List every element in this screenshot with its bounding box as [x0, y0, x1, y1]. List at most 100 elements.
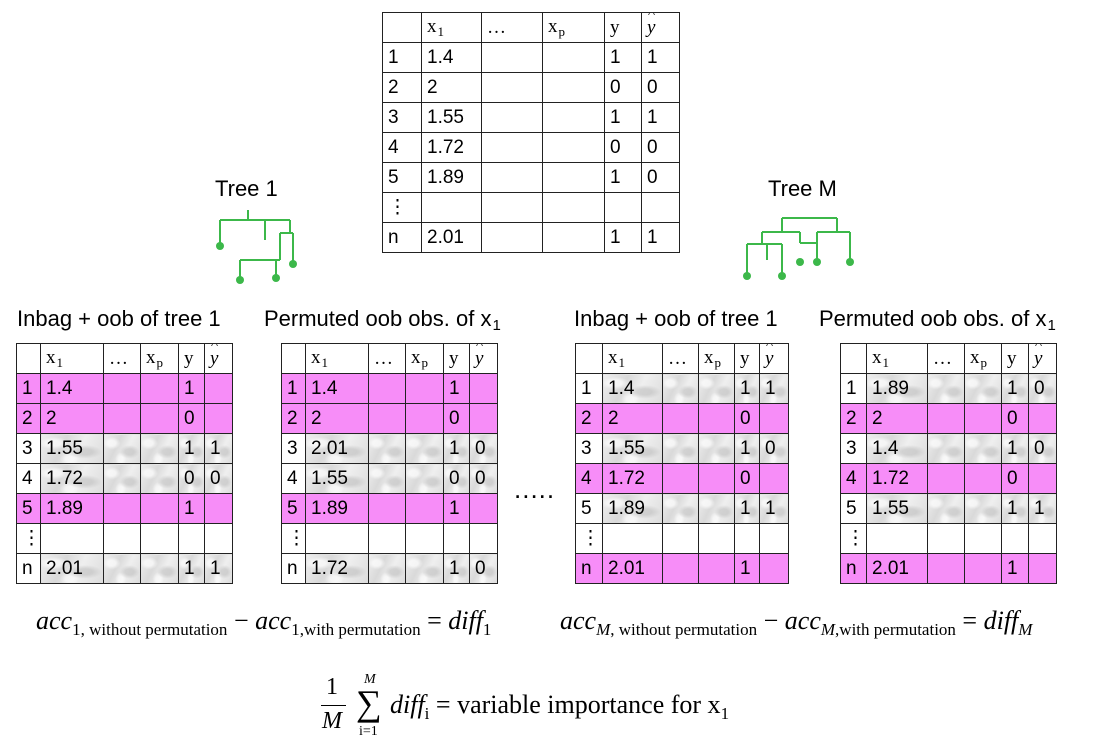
row-index-cell: n [16, 553, 41, 584]
table-cell [927, 463, 965, 494]
column-header-ellipsis: … [368, 343, 406, 374]
table-cell [698, 403, 735, 434]
table-cell: 0 [469, 463, 498, 494]
oob-row: 3 1.4 1 0 [840, 433, 1057, 464]
table-cell [662, 493, 699, 524]
table-cell: 0 [178, 463, 205, 494]
table-cell [469, 373, 498, 404]
column-header-index [16, 343, 41, 374]
tree-1-icon [216, 210, 297, 284]
table-cell [103, 373, 141, 404]
table-cell: 2 [305, 403, 369, 434]
table-cell [405, 463, 444, 494]
table-cell: 1 [759, 493, 789, 524]
permuted-table-tree-1: x1…xpyy11.4122032.011041.550051.891⋮n1.7… [281, 343, 498, 584]
row-index-cell: 4 [840, 463, 867, 494]
table-cell [602, 523, 663, 554]
table-cell: 1.72 [602, 463, 663, 494]
row-index-cell: 5 [840, 493, 867, 524]
table-cell: 1 [1001, 433, 1029, 464]
table-cell [662, 433, 699, 464]
column-header-index [840, 343, 867, 374]
column-header-x1: x1 [40, 343, 104, 374]
oob-row: 4 1.72 0 0 [16, 463, 233, 494]
table-cell [542, 102, 605, 133]
table-cell [759, 553, 789, 584]
column-header-yhat: y [1028, 343, 1057, 374]
caption-table-3: Inbag + oob of tree 1 [574, 306, 778, 331]
table-cell [481, 162, 543, 193]
table-cell [368, 433, 406, 464]
table-cell: 0 [604, 72, 642, 103]
table-cell [927, 433, 965, 464]
table-cell [405, 373, 444, 404]
inbag-row: 5 1.89 1 [16, 493, 233, 524]
table-cell [662, 553, 699, 584]
table-cell [368, 463, 406, 494]
sum-sigma: ∑ [356, 683, 382, 723]
header-row: x1…xpyy [382, 12, 680, 43]
table-cell: 0 [443, 463, 470, 494]
fraction-bar [321, 705, 346, 706]
row-index-cell: 3 [382, 102, 422, 133]
row-index-cell: 2 [840, 403, 867, 434]
column-header-y: y [604, 12, 642, 43]
table-cell [1001, 523, 1029, 554]
caption-table-1: Inbag + oob of tree 1 [17, 306, 221, 331]
table-cell [964, 463, 1002, 494]
row-index-cell: 5 [16, 493, 41, 524]
table-cell: 1 [604, 102, 642, 133]
table-cell: 1.4 [866, 433, 928, 464]
table-cell: 0 [1001, 403, 1029, 434]
table-cell: 1.89 [866, 373, 928, 404]
table-cell: 0 [604, 132, 642, 163]
table-cell: 0 [641, 162, 680, 193]
row-index-cell: 1 [281, 373, 306, 404]
table-cell [927, 373, 965, 404]
table-cell [204, 373, 233, 404]
table-cell [405, 553, 444, 584]
table-cell: 0 [1001, 463, 1029, 494]
inbag-row: 4 1.72 0 [575, 463, 789, 494]
oob-table-tree-m: x1…xpyy11.41122031.551041.72051.8911⋮n2.… [575, 343, 789, 584]
table-cell [542, 42, 605, 73]
column-header-xp: xp [140, 343, 179, 374]
table-cell: 1 [604, 222, 642, 253]
table-cell [178, 523, 205, 554]
table-cell [542, 222, 605, 253]
row-index-cell: ⋮ [281, 523, 306, 554]
row-index-cell: 3 [281, 433, 306, 464]
column-header-index [575, 343, 603, 374]
column-header-xp: xp [542, 12, 605, 43]
table-cell: 1 [443, 433, 470, 464]
table-cell [1028, 553, 1057, 584]
table-cell [759, 523, 789, 554]
table-cell [698, 553, 735, 584]
column-header-x1: x1 [602, 343, 663, 374]
table-cell: 1.55 [305, 463, 369, 494]
table-cell: 1.4 [421, 42, 482, 73]
table-cell [405, 493, 444, 524]
column-header-yhat: y [469, 343, 498, 374]
table-cell: 1 [1001, 553, 1029, 584]
table-cell: 1.55 [40, 433, 104, 464]
table-cell: 1.4 [305, 373, 369, 404]
table-cell: 2.01 [421, 222, 482, 253]
inbag-row: 1 1.4 1 [16, 373, 233, 404]
table-cell: 1 [178, 433, 205, 464]
row-index-cell: 5 [382, 162, 422, 193]
table-cell: 1.4 [40, 373, 104, 404]
table-cell [964, 553, 1002, 584]
oob-row: 1 1.4 1 1 [575, 373, 789, 404]
row-index-cell: 4 [16, 463, 41, 494]
table-cell [103, 493, 141, 524]
table-cell: 1 [443, 493, 470, 524]
table-cell [964, 403, 1002, 434]
table-row: 5 1.89 1 0 [382, 162, 680, 193]
table-cell: 1 [734, 373, 760, 404]
column-header-x1: x1 [305, 343, 369, 374]
fraction-numerator: 1 [326, 674, 338, 700]
